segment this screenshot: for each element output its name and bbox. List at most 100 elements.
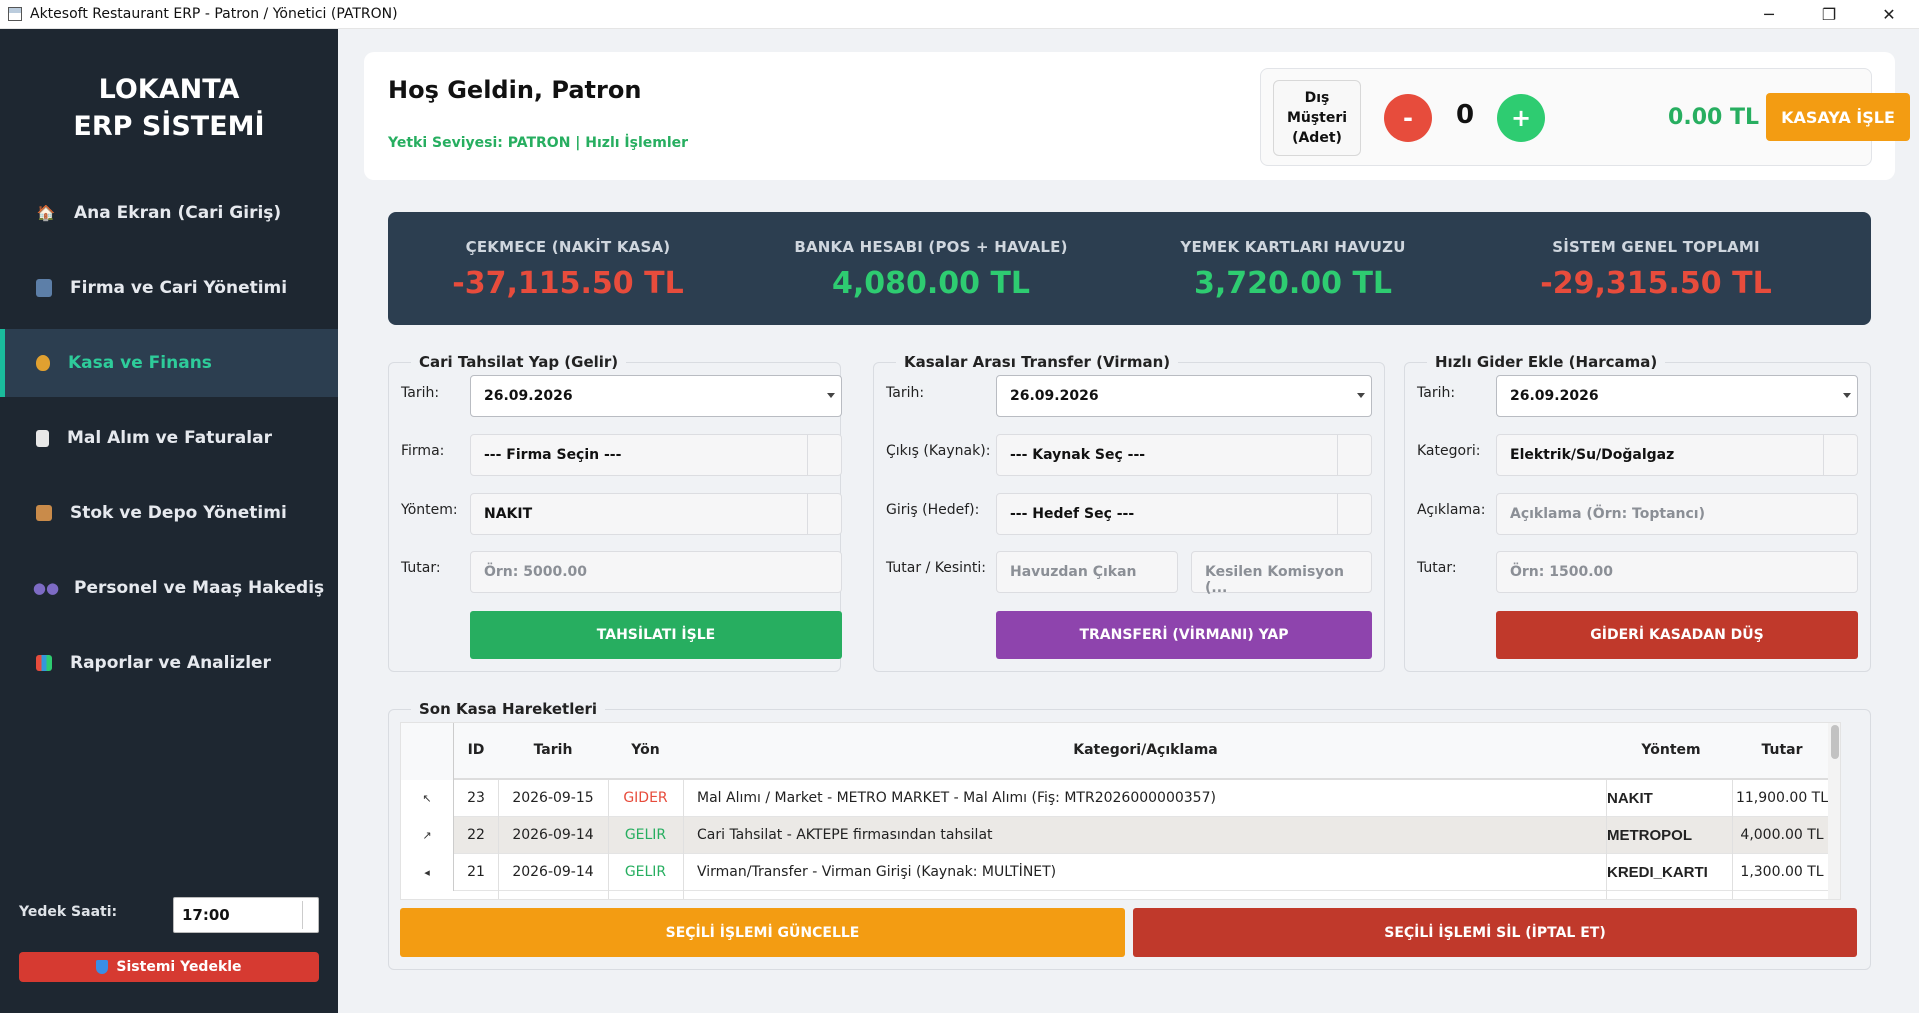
collection-title: Cari Tahsilat Yap (Gelir) [411,353,627,371]
invoice-icon [36,429,49,447]
description-label: Açıklama: [1417,502,1486,518]
row-selector[interactable]: ↖ [401,780,454,817]
decrement-button[interactable]: - [1384,94,1432,142]
commission-input[interactable]: Kesilen Komisyon (... [1191,551,1372,596]
building-icon [36,279,52,297]
col-id[interactable]: ID [467,742,485,758]
update-selected-button[interactable]: SEÇİLİ İŞLEMİ GÜNCELLE [400,908,1125,957]
transfer-title: Kasalar Arası Transfer (Virman) [896,353,1179,371]
stat-label: BANKA HESABI (POS + HAVALE) [794,238,1068,256]
sidebar-item-finance[interactable]: Kasa ve Finans [0,329,338,397]
minimize-button[interactable]: ─ [1764,4,1774,24]
cell-amount: 4,000.00 TL [1740,827,1824,843]
collection-group: Cari Tahsilat Yap (Gelir) Tarih: 26.09.2… [388,353,842,672]
col-description[interactable]: Kategori/Açıklama [1073,742,1218,758]
backup-time-input[interactable]: 17:00 [173,897,319,933]
expense-date-picker[interactable]: 26.09.2026 [1496,375,1858,417]
cell-amount: 11,900.00 TL [1735,790,1829,806]
shield-icon [96,960,109,974]
sidebar-item-stock[interactable]: Stok ve Depo Yönetimi [0,479,338,547]
stat-value: 3,720.00 TL [1193,266,1393,301]
table-scrollbar[interactable] [1828,723,1840,899]
dropdown-arrow[interactable] [1337,435,1371,475]
method-select[interactable]: NAKIT [470,493,842,535]
increment-button[interactable]: + [1497,94,1545,142]
process-collection-button[interactable]: TAHSİLATI İŞLE [470,611,842,659]
column-divider [498,780,499,899]
cell-id: 23 [467,790,485,806]
collection-date-picker[interactable]: 26.09.2026 [470,375,842,417]
amount-label: Tutar: [401,560,441,576]
expense-title: Hızlı Gider Ekle (Harcama) [1427,353,1666,371]
sidebar-item-reports[interactable]: Raporlar ve Analizler [0,629,338,697]
backup-button[interactable]: Sistemi Yedekle [19,952,319,982]
dropdown-arrow[interactable] [1337,494,1371,534]
chevron-down-icon[interactable] [1837,376,1857,416]
post-to-cash-button[interactable]: KASAYA İŞLE [1766,93,1910,141]
target-select[interactable]: --- Hedef Seç --- [996,493,1372,535]
date-label: Tarih: [401,385,440,401]
description-input[interactable]: Açıklama (Örn: Toptancı) [1496,493,1858,535]
maximize-button[interactable]: ❐ [1821,4,1837,24]
backup-time-value: 17:00 [182,906,230,924]
app-icon [8,7,22,21]
stat-bank-account: BANKA HESABI (POS + HAVALE) 4,080.00 TL [751,238,1111,301]
col-date[interactable]: Tarih [533,742,573,758]
cell-id: 21 [467,864,485,880]
cell-direction: GIDER [623,790,668,806]
source-select[interactable]: --- Kaynak Seç --- [996,434,1372,476]
target-select-value: --- Hedef Seç --- [1010,506,1135,522]
window-title: Aktesoft Restaurant ERP - Patron / Yönet… [30,6,398,22]
cell-direction: GELIR [624,864,667,880]
cell-date: 2026-09-14 [512,864,594,880]
column-divider [1732,780,1733,899]
customer-count: 0 [1455,100,1475,130]
dropdown-arrow[interactable] [807,435,841,475]
close-button[interactable]: ✕ [1882,4,1896,24]
sidebar-item-staff[interactable]: ●● Personel ve Maaş Hakediş [0,554,338,622]
col-direction[interactable]: Yön [631,742,660,758]
chevron-down-icon[interactable] [821,376,841,416]
dropdown-arrow[interactable] [807,494,841,534]
movements-title: Son Kasa Hareketleri [411,700,606,718]
stat-label: ÇEKMECE (NAKİT KASA) [465,238,671,256]
sidebar-item-firms[interactable]: Firma ve Cari Yönetimi [0,254,338,322]
window-title-bar: Aktesoft Restaurant ERP - Patron / Yönet… [0,0,1919,29]
col-amount[interactable]: Tutar [1761,742,1803,758]
delete-selected-button[interactable]: SEÇİLİ İŞLEMİ SİL (İPTAL ET) [1133,908,1857,957]
scrollbar-thumb[interactable] [1831,725,1839,759]
header-card: Hoş Geldin, Patron Yetki Seviyesi: PATRO… [364,52,1910,180]
row-selector[interactable]: ↗ [401,817,454,854]
category-select[interactable]: Elektrik/Su/Doğalgaz [1496,434,1858,476]
table-row[interactable]: ↖ 23 2026-09-15 GIDER Mal Alımı / Market… [401,780,1840,817]
sidebar-item-label: Kasa ve Finans [68,353,212,373]
balance-summary-panel: ÇEKMECE (NAKİT KASA) -37,115.50 TL BANKA… [388,212,1871,325]
firm-select[interactable]: --- Firma Seçin --- [470,434,842,476]
firm-select-value: --- Firma Seçin --- [484,447,622,463]
method-select-value: NAKIT [484,506,533,522]
method-label: Yöntem: [401,502,458,518]
amount-label: Tutar: [1417,560,1457,576]
col-method[interactable]: Yöntem [1641,742,1701,758]
transfer-amount-label: Tutar / Kesinti: [886,560,986,576]
table-row[interactable]: ↗ 22 2026-09-14 GELIR Cari Tahsilat - AK… [401,817,1840,854]
collection-amount-input[interactable]: Örn: 5000.00 [470,551,842,593]
sidebar-item-home[interactable]: 🏠 Ana Ekran (Cari Giriş) [0,179,338,247]
cell-method: METROPOL [1607,827,1692,844]
firm-label: Firma: [401,443,445,459]
chevron-down-icon[interactable] [1351,376,1371,416]
date-value: 26.09.2026 [1010,388,1099,404]
time-spinner[interactable] [302,901,316,929]
sidebar-item-purchases[interactable]: Mal Alım ve Faturalar [0,404,338,472]
transfer-button[interactable]: TRANSFERİ (VİRMANI) YAP [996,611,1372,659]
dropdown-arrow[interactable] [1823,435,1857,475]
transfer-date-picker[interactable]: 26.09.2026 [996,375,1372,417]
expense-amount-input[interactable]: Örn: 1500.00 [1496,551,1858,593]
sidebar-item-label: Mal Alım ve Faturalar [67,428,272,448]
transfer-amount-input[interactable]: Havuzdan Çıkan [996,551,1178,593]
expense-group: Hızlı Gider Ekle (Harcama) Tarih: 26.09.… [1404,353,1871,672]
deduct-expense-button[interactable]: GİDERİ KASADAN DÜŞ [1496,611,1858,659]
table-header: ID Tarih Yön Kategori/Açıklama Yöntem Tu… [401,723,1840,780]
table-row[interactable]: ◂ 21 2026-09-14 GELIR Virman/Transfer - … [401,854,1840,891]
row-selector[interactable]: ◂ [401,854,454,891]
